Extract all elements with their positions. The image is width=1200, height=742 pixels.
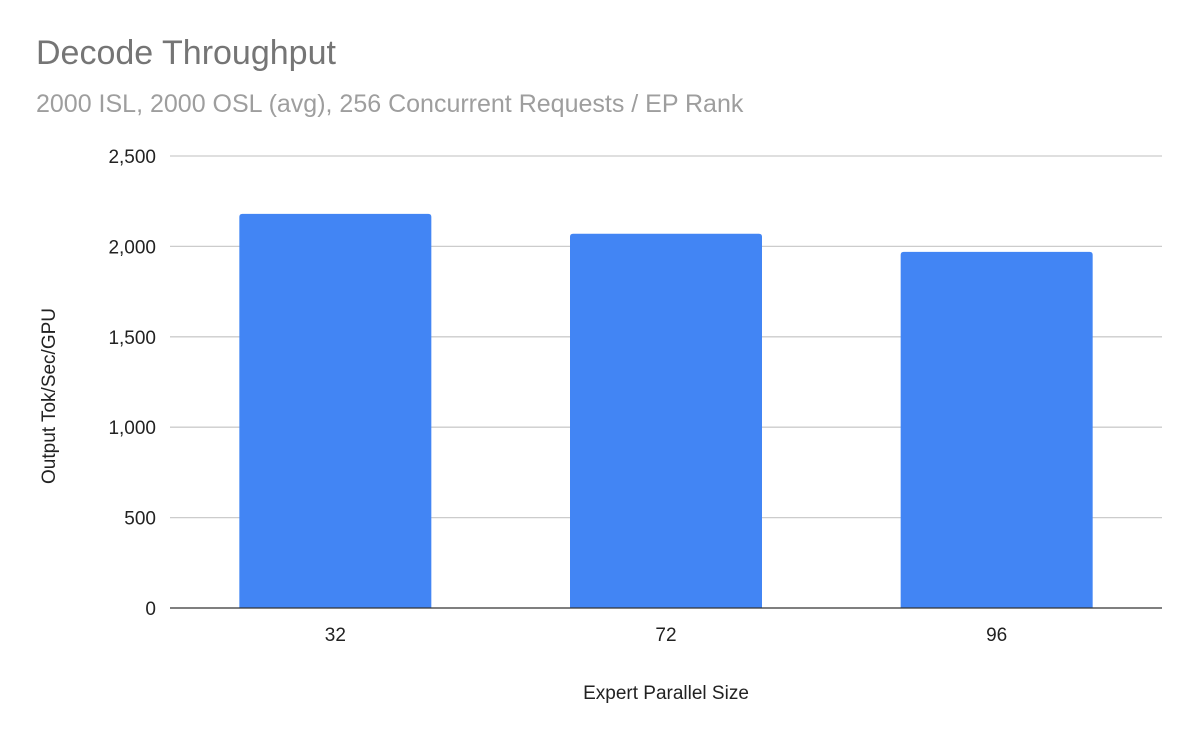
chart-title: Decode Throughput (36, 34, 336, 72)
x-tick-label: 72 (655, 625, 676, 646)
y-tick-label: 1,500 (108, 328, 156, 349)
y-tick-label: 2,000 (108, 237, 156, 258)
x-axis-label: Expert Parallel Size (583, 683, 749, 704)
bar (570, 233, 762, 608)
x-tick-label: 96 (986, 625, 1007, 646)
bar (900, 251, 1093, 608)
y-tick-label: 0 (145, 599, 156, 620)
y-tick-label: 2,500 (108, 147, 156, 168)
x-tick-label: 32 (325, 625, 346, 646)
chart-subtitle: 2000 ISL, 2000 OSL (avg), 256 Concurrent… (36, 90, 744, 118)
bar (239, 213, 432, 608)
y-tick-label: 500 (124, 509, 156, 530)
y-tick-label: 1,000 (108, 418, 156, 439)
y-axis-label: Output Tok/Sec/GPU (39, 308, 60, 484)
